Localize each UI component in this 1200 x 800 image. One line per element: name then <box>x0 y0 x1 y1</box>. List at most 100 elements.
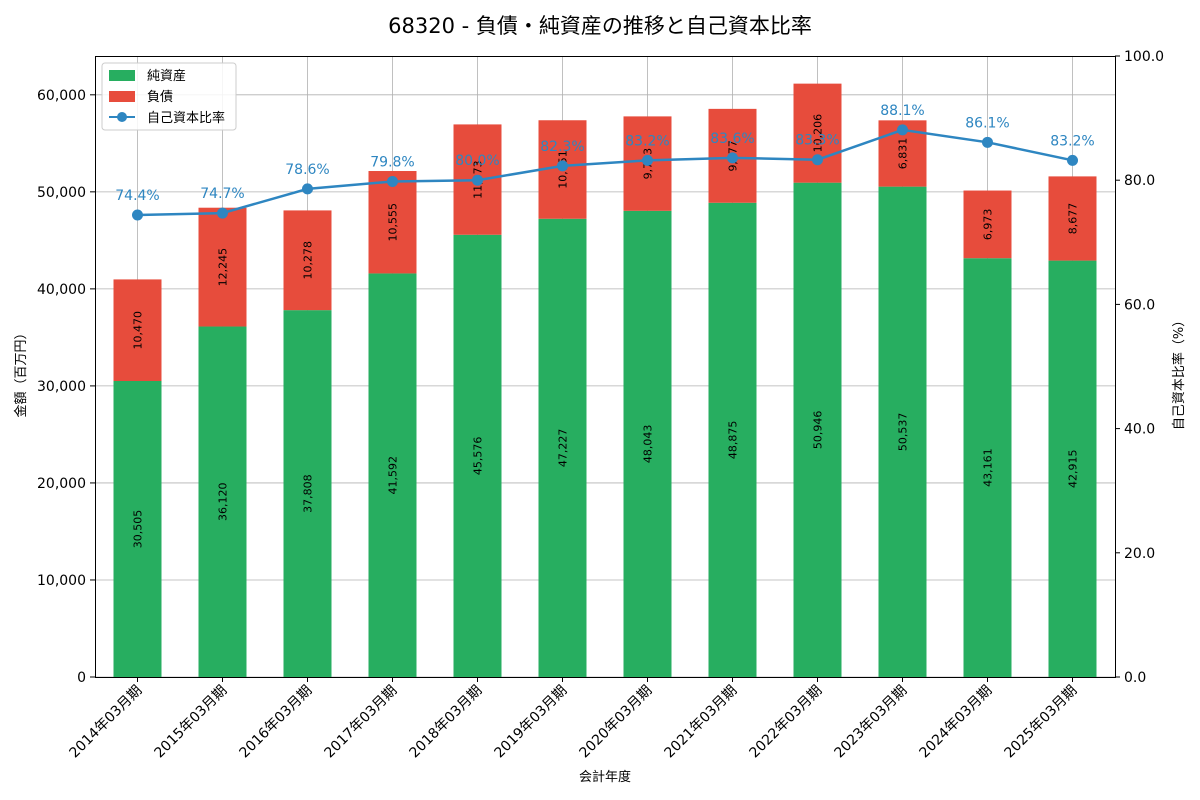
bar-label-net-assets: 41,592 <box>387 456 400 495</box>
ratio-label: 80.0% <box>455 153 499 169</box>
x-tick-label: 2015年03月期 <box>152 683 231 762</box>
bar-liabilities <box>793 83 842 183</box>
x-tick-label: 2017年03月期 <box>322 683 401 762</box>
y2-tick-label: 40.0 <box>1124 422 1155 438</box>
bar-label-liabilities: 10,206 <box>812 114 825 153</box>
bar-label-liabilities: 6,973 <box>982 209 995 241</box>
ratio-label: 79.8% <box>370 154 414 170</box>
ratio-point <box>302 183 313 195</box>
legend-label-equity-ratio: 自己資本比率 <box>147 110 225 126</box>
x-tick-label: 2022年03月期 <box>747 683 826 762</box>
legend: 純資産 負債 自己資本比率 <box>101 62 237 131</box>
ratio-label: 88.1% <box>880 103 924 119</box>
ratio-point <box>982 136 993 148</box>
bar-liabilities <box>198 207 247 327</box>
bar-net-assets <box>1048 260 1097 677</box>
bar-label-net-assets: 50,537 <box>897 413 910 452</box>
ratio-label: 74.4% <box>115 188 159 204</box>
ratio-point <box>642 154 653 166</box>
ratio-point <box>557 160 568 172</box>
y-tick-label: 40,000 <box>37 282 86 298</box>
bar-label-net-assets: 48,875 <box>727 421 740 460</box>
x-tick-label: 2016年03月期 <box>237 683 316 762</box>
ratio-label: 86.1% <box>965 115 1009 131</box>
ratio-label: 82.3% <box>540 139 584 155</box>
bar-label-net-assets: 37,808 <box>302 474 315 513</box>
ratio-point <box>472 174 483 186</box>
bars <box>113 83 1097 677</box>
legend-frame <box>101 62 237 131</box>
bar-label-net-assets: 43,161 <box>982 448 995 487</box>
chart-title: 68320 - 負債・純資産の推移と自己資本比率 <box>388 14 812 38</box>
bar-label-liabilities: 12,245 <box>217 248 230 287</box>
x-tick-label: 2014年03月期 <box>67 683 146 762</box>
legend-swatch-liabilities <box>109 91 135 102</box>
ratio-line: 74.4% 74.7% 78.6% 79.8% 80.0% 82.3% 83.2% 83.6%… <box>115 103 1095 221</box>
ratio-point <box>812 154 823 166</box>
bar-liabilities <box>283 210 332 311</box>
bar-net-assets <box>963 258 1012 677</box>
ratio-point <box>1067 154 1078 166</box>
y-tick-label: 0 <box>77 670 86 686</box>
legend-swatch-net-assets <box>109 70 135 81</box>
plot-frame <box>95 56 1116 678</box>
ratio-point <box>217 207 228 219</box>
x-axis-title: 会計年度 <box>579 769 631 785</box>
y-tick-label: 20,000 <box>37 476 86 492</box>
ratio-point <box>132 209 143 221</box>
bar-net-assets <box>198 326 247 677</box>
grid <box>95 56 1115 678</box>
ratio-label: 83.3% <box>795 133 839 149</box>
bar-label-liabilities: 6,831 <box>897 138 910 170</box>
y2-tick-label: 0.0 <box>1124 670 1146 686</box>
y2-axis-title: 自己資本比率（%） <box>1171 314 1187 430</box>
bar-label-liabilities: 10,278 <box>302 241 315 280</box>
bar-liabilities <box>963 190 1012 259</box>
ratio-label: 78.6% <box>285 162 329 178</box>
bar-net-assets <box>623 210 672 677</box>
ratio-point <box>387 175 398 187</box>
bar-label-net-assets: 45,576 <box>472 437 485 476</box>
ratio-label: 83.6% <box>710 131 754 147</box>
bar-label-liabilities: 8,677 <box>1067 203 1080 235</box>
legend-label-net-assets: 純資産 <box>147 68 186 84</box>
bar-liabilities <box>368 171 417 274</box>
x-tick-label: 2018年03月期 <box>407 683 486 762</box>
bar-label-liabilities: 10,555 <box>387 203 400 242</box>
y-tick-label: 60,000 <box>37 88 86 104</box>
x-tick-label: 2025年03月期 <box>1002 683 1081 762</box>
ratio-label: 74.7% <box>200 186 244 202</box>
x-tick-label: 2023年03月期 <box>832 683 911 762</box>
x-tick-label: 2024年03月期 <box>917 683 996 762</box>
bar-net-assets <box>283 310 332 677</box>
bar-label-net-assets: 48,043 <box>642 425 655 464</box>
y-tick-label: 30,000 <box>37 379 86 395</box>
bar-label-net-assets: 30,505 <box>132 510 145 549</box>
bar-net-assets <box>878 186 927 677</box>
bar-net-assets <box>538 218 587 677</box>
bar-liabilities <box>113 279 162 382</box>
legend-marker-equity-ratio <box>117 112 127 122</box>
y2-tick-label: 20.0 <box>1124 546 1155 562</box>
y2-tick-label: 100.0 <box>1124 49 1164 65</box>
ratio-label: 83.2% <box>1050 133 1094 149</box>
y2-tick-label: 60.0 <box>1124 297 1155 313</box>
bar-liabilities <box>1048 176 1097 261</box>
bar-label-net-assets: 50,946 <box>812 411 825 450</box>
ratio-series-line <box>137 128 1073 217</box>
y-tick-label: 10,000 <box>37 573 86 589</box>
y-tick-label: 50,000 <box>37 185 86 201</box>
bar-label-net-assets: 42,915 <box>1067 450 1080 489</box>
x-tick-label: 2021年03月期 <box>662 683 741 762</box>
bar-net-assets <box>453 234 502 677</box>
bar-label-liabilities: 10,470 <box>132 311 145 350</box>
bar-label-net-assets: 47,227 <box>557 429 570 468</box>
ratio-point <box>897 124 908 136</box>
ratio-point <box>727 152 738 164</box>
legend-label-liabilities: 負債 <box>147 90 173 105</box>
y2-tick-label: 80.0 <box>1124 173 1155 189</box>
y-axis-title: 金額（百万円） <box>13 326 29 417</box>
x-tick-label: 2020年03月期 <box>577 683 656 762</box>
bar-net-assets <box>793 182 842 677</box>
